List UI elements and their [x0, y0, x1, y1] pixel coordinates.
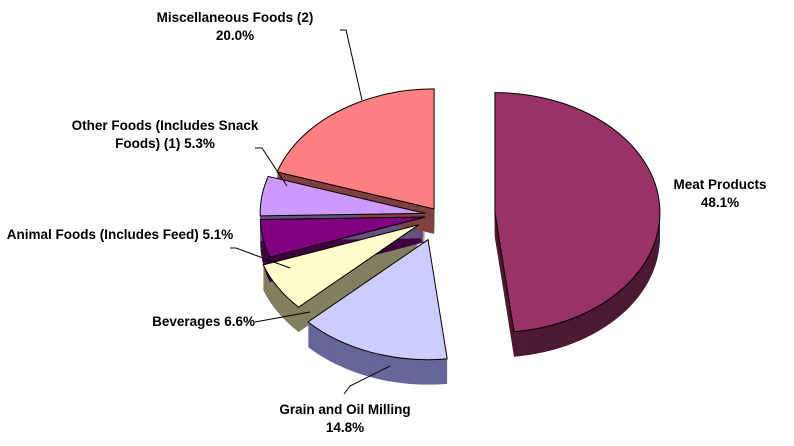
slice	[259, 216, 426, 258]
category-label: Other Foods (Includes Snack Foods) (1)	[71, 118, 259, 151]
category-label: Animal Foods (Includes Feed)	[6, 227, 199, 242]
slice	[276, 88, 435, 210]
value-label: 14.8%	[325, 420, 365, 435]
slice	[262, 224, 419, 308]
slice-label: Miscellaneous Foods (2) 20.0%	[100, 9, 370, 45]
leader-line	[254, 311, 311, 323]
leader-line	[340, 29, 363, 101]
slice-label: Animal Foods (Includes Feed) 5.1%	[5, 226, 235, 244]
value-label: 5.3%	[184, 136, 215, 151]
leader-line	[255, 147, 288, 187]
value-label: 6.6%	[224, 314, 255, 329]
slice	[494, 92, 661, 333]
category-label: Meat Products	[673, 177, 767, 192]
slice-label: Grain and Oil Milling 14.8%	[240, 401, 450, 437]
slice	[307, 238, 448, 361]
value-label: 5.1%	[202, 227, 234, 242]
leader-line	[230, 247, 291, 269]
slice	[259, 175, 426, 217]
slice-label: Meat Products 48.1%	[645, 176, 794, 212]
value-label: 20.0%	[215, 28, 255, 43]
category-label: Miscellaneous Foods (2)	[156, 10, 314, 25]
slice-label: Other Foods (Includes Snack Foods) (1) 5…	[60, 117, 270, 153]
slice-label: Beverages 6.6%	[60, 313, 255, 331]
category-label: Beverages	[152, 314, 221, 329]
value-label: 48.1%	[700, 195, 740, 210]
category-label: Grain and Oil Milling	[279, 402, 411, 417]
leader-line	[343, 365, 391, 395]
